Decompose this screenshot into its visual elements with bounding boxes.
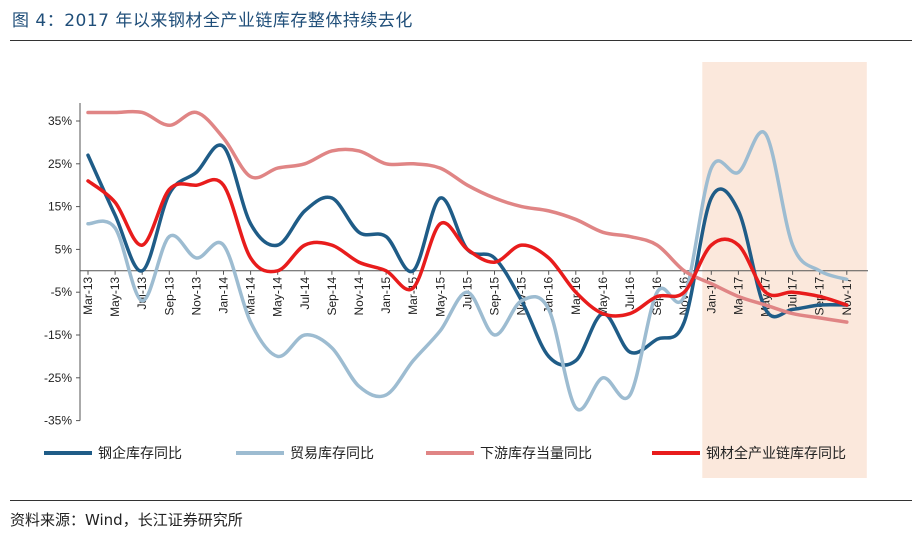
x-tick-label: Mar-13 bbox=[81, 276, 95, 314]
y-axis: 35% 25% 15% 5% -5% -15% -25% -35% bbox=[44, 103, 81, 428]
x-tick-label: Mar-14 bbox=[244, 276, 258, 314]
series-lines bbox=[86, 109, 849, 412]
y-tick-label: -35% bbox=[44, 414, 72, 428]
x-tick-label: Jul-14 bbox=[298, 276, 312, 309]
x-tick-label: Jan-14 bbox=[217, 276, 231, 313]
x-tick-label: Sep-13 bbox=[162, 276, 176, 315]
legend-label: 钢材全产业链库存同比 bbox=[706, 445, 846, 462]
y-tick-label: 15% bbox=[48, 200, 72, 214]
series-line-2 bbox=[86, 130, 849, 412]
y-tick-label: 35% bbox=[48, 114, 72, 128]
figure-title: 图 4：2017 年以来钢材全产业链库存整体持续去化 bbox=[12, 11, 413, 31]
series-line-4 bbox=[86, 177, 849, 318]
y-tick-label: -15% bbox=[44, 328, 72, 342]
legend-label: 下游库存当量同比 bbox=[480, 446, 592, 462]
legend-label: 贸易库存同比 bbox=[290, 446, 374, 462]
legend-label: 钢企库存同比 bbox=[98, 445, 182, 462]
x-tick-label: May-13 bbox=[108, 276, 122, 316]
source-divider bbox=[10, 500, 912, 501]
title-divider bbox=[10, 40, 912, 41]
source-note: 资料来源：Wind，长江证券研究所 bbox=[10, 511, 243, 529]
x-tick-label: Sep-15 bbox=[488, 276, 502, 315]
y-tick-label: -25% bbox=[44, 371, 72, 385]
x-tick-label: Sep-14 bbox=[325, 276, 339, 315]
highlight-band bbox=[702, 62, 867, 478]
x-tick-label: May-14 bbox=[271, 276, 285, 316]
x-tick-label: Jul-16 bbox=[623, 276, 637, 309]
x-tick-label: Nov-14 bbox=[352, 276, 366, 315]
x-tick-label: May-16 bbox=[596, 276, 610, 316]
legend: 钢企库存同比 贸易库存同比 下游库存当量同比 钢材全产业链库存同比 bbox=[44, 445, 846, 462]
x-tick-label: Jan-15 bbox=[379, 276, 393, 313]
x-tick-label: Jul-13 bbox=[135, 276, 149, 309]
y-tick-label: 25% bbox=[48, 157, 72, 171]
x-tick-label: Nov-13 bbox=[189, 276, 203, 315]
y-tick-label: -5% bbox=[51, 285, 73, 299]
x-tick-label: May-15 bbox=[433, 276, 447, 316]
series-line-3 bbox=[86, 109, 849, 324]
x-tick-label: Nov-17 bbox=[840, 276, 854, 315]
y-tick-label: 5% bbox=[55, 242, 73, 256]
